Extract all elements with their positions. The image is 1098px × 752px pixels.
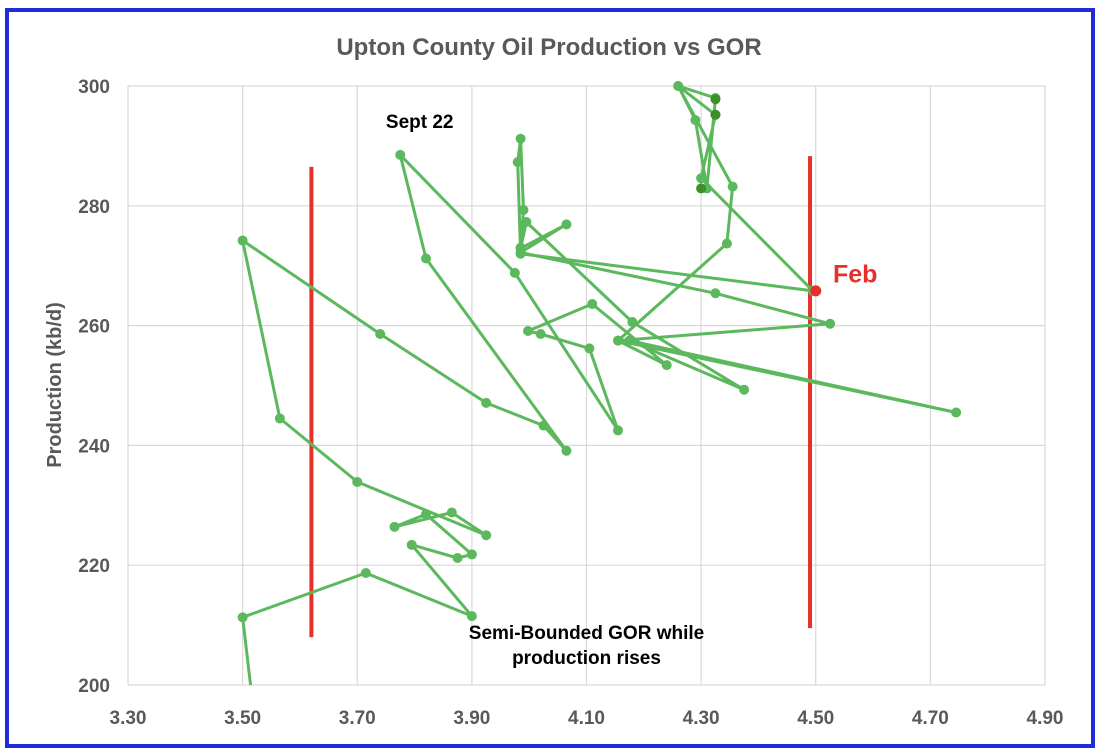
data-point	[613, 425, 624, 436]
data-point	[561, 219, 572, 230]
data-point	[825, 318, 836, 329]
data-point	[661, 360, 672, 371]
feb-label: Feb	[833, 260, 877, 288]
data-point	[466, 549, 477, 560]
data-point	[274, 413, 285, 424]
x-tick-label: 3.30	[110, 708, 147, 729]
data-point	[627, 317, 638, 328]
data-point	[446, 507, 457, 518]
y-tick-label: 200	[78, 676, 110, 697]
grid	[127, 85, 1046, 686]
data-point	[481, 530, 492, 541]
x-tick-label: 4.10	[568, 708, 605, 729]
x-tick-labels: 3.30 3.50 3.70 3.90 4.10 4.30 4.50 4.70 4.90	[110, 708, 1064, 729]
data-point	[523, 325, 534, 336]
data-point-dark	[710, 94, 721, 105]
data-point	[613, 335, 624, 346]
series-line	[241, 86, 958, 685]
data-point	[690, 115, 701, 126]
data-point	[421, 253, 432, 264]
chart-frame	[5, 8, 1095, 748]
data-point	[515, 242, 526, 253]
x-tick-label: 4.90	[1027, 708, 1064, 729]
data-point	[421, 509, 432, 520]
x-tick-label: 4.30	[683, 708, 720, 729]
y-tick-labels: 200 220 240 260 280 300	[78, 77, 110, 697]
data-point	[237, 612, 248, 623]
data-point	[237, 235, 248, 246]
data-point	[375, 328, 386, 339]
annotation-label: Sept 22	[386, 112, 454, 133]
annotations: Sept 22 Feb Semi-Bounded GOR while producti…	[386, 112, 877, 669]
series-lines	[241, 86, 958, 685]
data-point	[518, 204, 529, 215]
data-point	[352, 476, 363, 487]
data-point	[406, 539, 417, 550]
data-point-dark	[696, 183, 707, 194]
data-point	[561, 445, 572, 456]
data-point	[727, 181, 738, 192]
x-tick-label: 4.50	[797, 708, 834, 729]
data-point-dark	[710, 109, 721, 120]
reference-lines	[309, 156, 813, 638]
data-point	[584, 343, 595, 354]
data-point	[721, 238, 732, 249]
annotation-label: Semi-Bounded GOR while	[469, 623, 704, 644]
data-point	[696, 173, 707, 184]
data-point	[466, 611, 477, 622]
data-point	[481, 397, 492, 408]
series-points	[237, 81, 962, 623]
data-point	[587, 299, 598, 310]
annotation-label: production rises	[512, 648, 661, 669]
data-point	[515, 133, 526, 144]
data-point	[535, 328, 546, 339]
feb-data-point	[810, 285, 822, 297]
data-point	[395, 149, 406, 160]
data-point	[673, 81, 684, 91]
y-tick-label: 240	[78, 436, 110, 457]
data-point	[452, 553, 463, 564]
data-point	[521, 216, 532, 227]
x-tick-label: 3.90	[453, 708, 490, 729]
x-tick-label: 4.70	[912, 708, 949, 729]
data-point	[951, 407, 962, 418]
y-axis-label: Production (kb/d)	[44, 302, 66, 468]
chart-title: Upton County Oil Production vs GOR	[336, 34, 761, 61]
x-tick-label: 3.70	[339, 708, 376, 729]
y-tick-label: 260	[78, 317, 110, 338]
data-point	[509, 267, 520, 278]
data-point	[710, 288, 721, 299]
data-point	[512, 157, 523, 168]
y-tick-label: 220	[78, 556, 110, 577]
data-point	[624, 335, 635, 346]
data-point	[739, 384, 750, 395]
x-tick-label: 3.50	[224, 708, 261, 729]
data-point	[360, 567, 371, 578]
data-point	[538, 420, 549, 431]
y-tick-label: 280	[78, 197, 110, 218]
data-point	[389, 521, 400, 532]
y-tick-label: 300	[78, 77, 110, 98]
